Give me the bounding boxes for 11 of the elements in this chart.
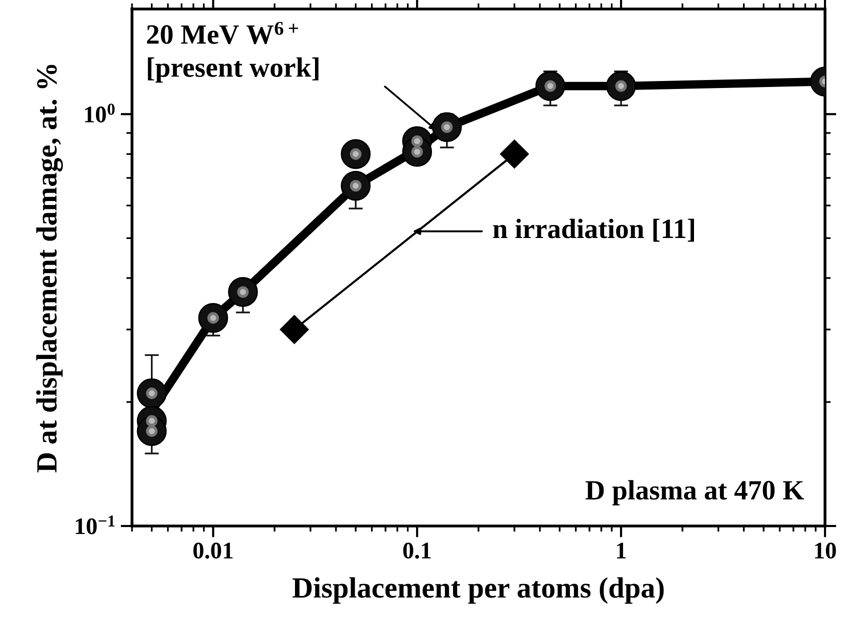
y-tick-label: 10$^{−1}$ bbox=[76, 516, 115, 534]
annotation: n irradiation [11] bbox=[493, 218, 694, 242]
x-tick-label: 0.01 bbox=[193, 542, 233, 559]
x-tick-label: 10 bbox=[815, 542, 836, 559]
x-axis-title: Displacement per atoms (dpa) bbox=[292, 577, 664, 604]
annotation: 20 MeV W$^{6+}$ [present work] bbox=[147, 22, 318, 83]
y-axis-title: D at displacement damage, at. % bbox=[36, 64, 63, 472]
y-tick-label: 10$^{0}$ bbox=[85, 104, 115, 122]
x-tick-label: 1 bbox=[617, 542, 626, 558]
annotation: D plasma at 470 K bbox=[586, 480, 804, 506]
x-tick-label: 0.1 bbox=[403, 542, 431, 559]
